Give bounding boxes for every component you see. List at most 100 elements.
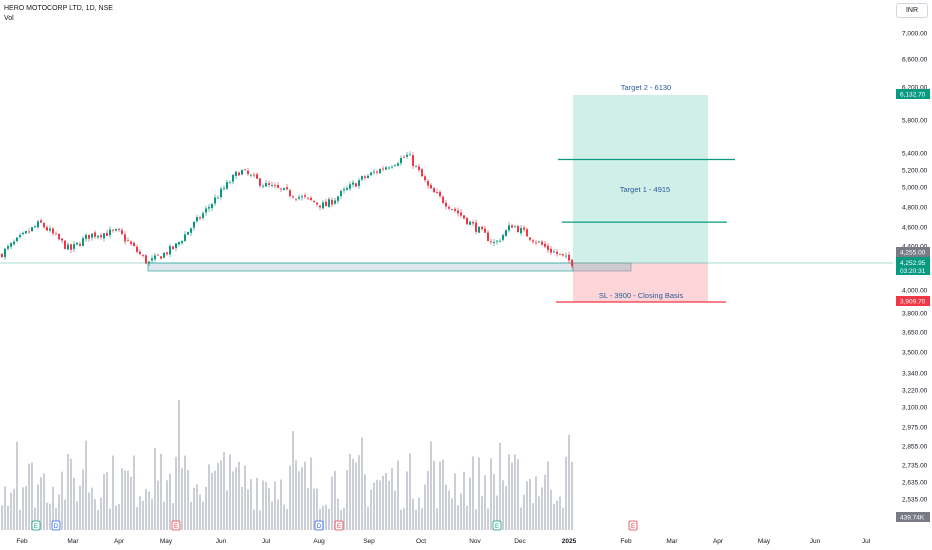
volume-bar xyxy=(544,474,546,530)
candle-body xyxy=(298,197,300,199)
candle-body xyxy=(106,232,108,236)
volume-bar xyxy=(112,455,114,530)
volume-bar xyxy=(4,486,6,530)
candle-body xyxy=(322,202,324,209)
candle-body xyxy=(535,242,537,244)
candle-body xyxy=(268,183,270,185)
volume-bar xyxy=(268,487,270,530)
candle-body xyxy=(46,227,48,231)
y-axis-tick-label: 2,855.00 xyxy=(902,444,928,451)
candle-body xyxy=(337,196,339,201)
target-2-price-badge-bg xyxy=(896,89,930,99)
volume-bar xyxy=(40,477,42,530)
volume-bar xyxy=(187,470,189,530)
candle-body xyxy=(364,176,366,178)
volume-bar xyxy=(364,474,366,530)
candle-body xyxy=(373,171,375,173)
candle-body xyxy=(448,206,450,209)
volume-bar xyxy=(466,505,468,530)
volume-bar xyxy=(370,489,372,530)
entry-position-box xyxy=(572,262,632,272)
volume-bar xyxy=(133,455,135,530)
candle-body xyxy=(334,200,336,204)
candle-body xyxy=(169,246,171,255)
candle-body xyxy=(52,228,54,234)
volume-bar xyxy=(61,471,63,530)
volume-bar xyxy=(274,481,276,530)
volume-bar xyxy=(82,469,84,530)
candle-body xyxy=(490,241,492,243)
candle-body xyxy=(28,231,30,233)
volume-bar xyxy=(43,473,45,530)
volume-bar xyxy=(442,459,444,530)
volume-bar xyxy=(436,508,438,530)
x-axis-tick-label: Dec xyxy=(514,538,526,545)
candle-body xyxy=(205,208,207,213)
resistance-price-badge-bg xyxy=(896,247,930,257)
y-axis-tick-label: 5,000.00 xyxy=(902,185,928,192)
candle-body xyxy=(316,202,318,205)
candle-body xyxy=(457,210,459,214)
volume-bar xyxy=(316,488,318,530)
candle-body xyxy=(76,242,78,245)
volume-bar xyxy=(262,480,264,530)
candle-body xyxy=(502,235,504,240)
volume-bar xyxy=(124,470,126,530)
event-marker-label: E xyxy=(174,524,178,530)
volume-indicator-label[interactable]: Vol xyxy=(4,15,14,22)
x-axis-tick-label: Jun xyxy=(810,538,821,545)
volume-bar xyxy=(118,504,120,530)
candle-body xyxy=(40,220,42,223)
volume-bar xyxy=(418,497,420,530)
candle-body xyxy=(61,238,63,241)
candle-body xyxy=(208,207,210,209)
volume-bar xyxy=(19,509,21,530)
volume-bar xyxy=(139,496,141,530)
volume-bar xyxy=(499,442,501,530)
volume-bar xyxy=(103,474,105,530)
candle-body xyxy=(118,228,120,230)
volume-bar xyxy=(496,495,498,530)
candle-body xyxy=(232,174,234,182)
volume-bar xyxy=(325,504,327,530)
x-axis-tick-label: Mar xyxy=(67,538,79,545)
volume-bar xyxy=(127,470,129,530)
volume-bar xyxy=(130,476,132,530)
candle-body xyxy=(274,185,276,187)
volume-bar xyxy=(13,488,15,530)
volume-bar xyxy=(97,510,99,530)
volume-bar xyxy=(523,494,525,530)
candle-body xyxy=(283,188,285,190)
countdown-timer: 03:20:31 xyxy=(900,268,926,275)
volume-bar xyxy=(289,465,291,530)
volume-bar xyxy=(211,472,213,530)
candle-body xyxy=(388,167,390,169)
y-axis-tick-label: 2,535.00 xyxy=(902,497,928,504)
y-axis-tick-label: 3,100.00 xyxy=(902,405,928,412)
y-axis-tick-label: 5,800.00 xyxy=(902,118,928,125)
volume-bar xyxy=(343,508,345,530)
candle-body xyxy=(436,191,438,193)
currency-selector[interactable]: INR xyxy=(896,3,928,18)
candle-body xyxy=(505,230,507,236)
candle-body xyxy=(412,155,414,167)
volume-bar xyxy=(520,507,522,530)
candle-body xyxy=(85,234,87,239)
volume-bar xyxy=(361,437,363,530)
candle-body xyxy=(331,199,333,205)
x-axis-tick-label: May xyxy=(160,538,173,545)
volume-bar xyxy=(79,485,81,530)
x-axis-tick-label: Jun xyxy=(216,538,227,545)
volume-bar xyxy=(292,431,294,530)
volume-bar xyxy=(367,506,369,530)
candle-body xyxy=(406,154,408,157)
volume-bar xyxy=(508,454,510,530)
candle-body xyxy=(142,255,144,256)
volume-bar xyxy=(22,487,24,530)
candle-body xyxy=(529,237,531,240)
candle-body xyxy=(43,223,45,228)
volume-bar xyxy=(196,484,198,530)
candle-body xyxy=(358,180,360,186)
volume-bar xyxy=(538,496,540,530)
